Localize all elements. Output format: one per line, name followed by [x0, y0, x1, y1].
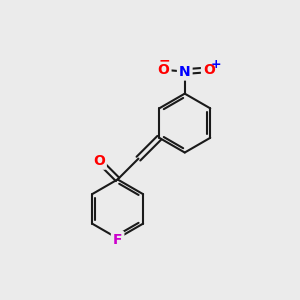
Text: F: F [113, 233, 122, 247]
Text: O: O [158, 63, 169, 77]
Text: +: + [210, 58, 221, 71]
Text: O: O [203, 63, 215, 77]
Text: O: O [93, 154, 105, 168]
Text: N: N [179, 64, 190, 79]
Text: −: − [159, 54, 170, 68]
